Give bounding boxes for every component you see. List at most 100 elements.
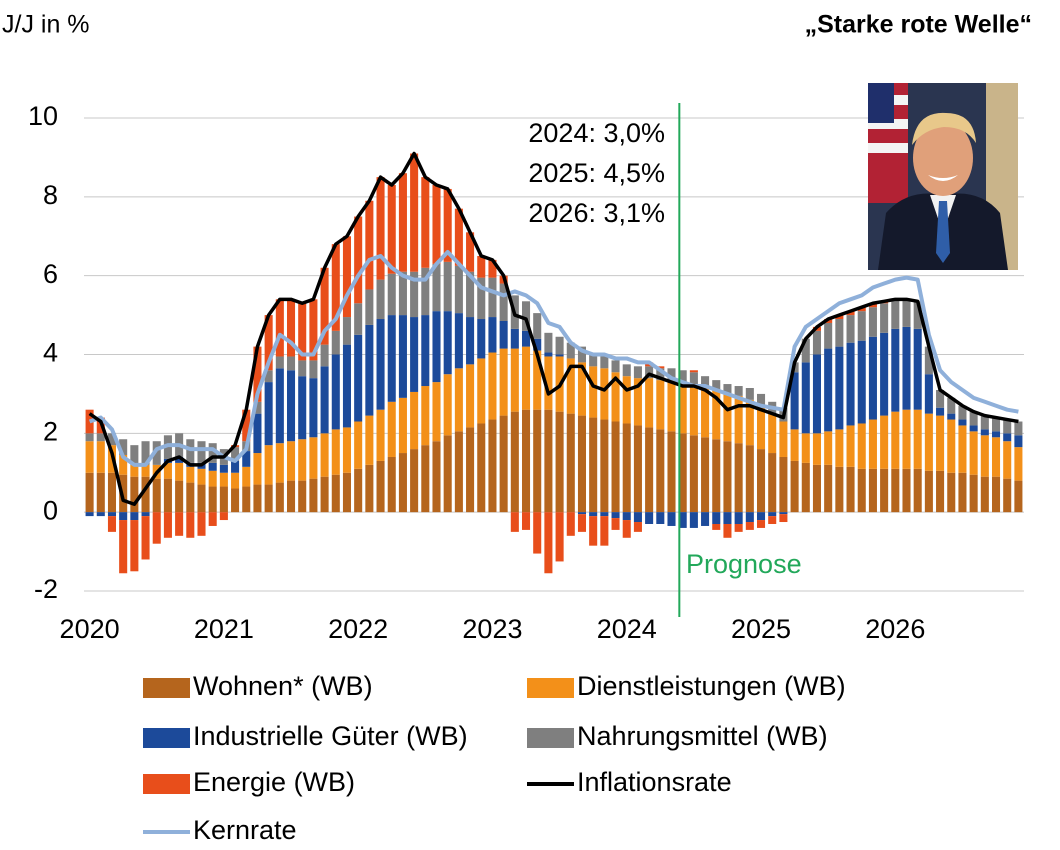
- bar-segment: [970, 425, 978, 431]
- bar-segment: [723, 441, 731, 512]
- bar-segment: [86, 512, 94, 516]
- bar-segment: [220, 465, 228, 473]
- bar-segment: [958, 473, 966, 512]
- bar-segment: [466, 317, 474, 364]
- bar-segment: [1014, 481, 1022, 513]
- bar-segment: [824, 323, 832, 349]
- bar-segment: [914, 410, 922, 469]
- bar-segment: [343, 345, 351, 428]
- bar-segment: [410, 392, 418, 449]
- bar-segment: [276, 443, 284, 482]
- bar-segment: [612, 518, 620, 530]
- bar-segment: [209, 471, 217, 487]
- bar-segment: [421, 315, 429, 386]
- bar-segment: [354, 303, 362, 335]
- bar-segment: [209, 512, 217, 526]
- bar-segment: [847, 425, 855, 466]
- bar-segment: [186, 467, 194, 483]
- bar-segment: [365, 201, 373, 290]
- bar-segment: [779, 457, 787, 512]
- bar-segment: [432, 185, 440, 264]
- bar-segment: [220, 487, 228, 513]
- legend: Wohnen* (WB)Dienstleistungen (WB)Industr…: [143, 671, 846, 845]
- bar-segment: [432, 382, 440, 441]
- bar-segment: [981, 435, 989, 476]
- bar-segment: [578, 512, 586, 514]
- bar-segment: [511, 412, 519, 513]
- bar-segment: [723, 512, 731, 524]
- bar-segment: [444, 435, 452, 512]
- bar-segment: [186, 483, 194, 513]
- bar-segment: [477, 319, 485, 358]
- bar-segment: [276, 483, 284, 513]
- bar-segment: [992, 437, 1000, 476]
- annotation: 2024: 3,0%2025: 4,5%2026: 3,1%: [528, 118, 665, 228]
- bar-segment: [231, 473, 239, 489]
- bar-segment: [835, 429, 843, 466]
- bar-segment: [399, 453, 407, 512]
- bar-segment: [768, 512, 776, 516]
- bar-segment: [388, 185, 396, 274]
- bar-segment: [544, 512, 552, 573]
- bar-segment: [488, 420, 496, 513]
- bar-segment: [231, 489, 239, 513]
- bar-segment: [276, 356, 284, 368]
- bar-segment: [858, 423, 866, 468]
- bar-segment: [265, 445, 273, 484]
- bar-segment: [656, 429, 664, 512]
- annotation-text: 2025: 4,5%: [528, 158, 665, 188]
- bar-segment: [723, 524, 731, 538]
- bar-segment: [388, 402, 396, 457]
- bar-segment: [701, 512, 709, 526]
- bar-segment: [321, 433, 329, 476]
- bar-segment: [712, 512, 720, 524]
- bar-segment: [589, 512, 597, 516]
- bar-segment: [175, 463, 183, 481]
- bar-segment: [421, 177, 429, 268]
- bar-segment: [768, 453, 776, 512]
- bar-segment: [544, 353, 552, 357]
- bar-segment: [97, 473, 105, 512]
- bar-segment: [86, 441, 94, 473]
- bar-segment: [802, 433, 810, 463]
- bar-segment: [847, 315, 855, 343]
- bar-segment: [835, 347, 843, 430]
- bar-segment: [757, 512, 765, 520]
- bar-segment: [556, 337, 564, 355]
- bar-segment: [902, 327, 910, 410]
- bar-segment: [410, 317, 418, 392]
- bar-segment: [175, 481, 183, 513]
- bar-segment: [612, 360, 620, 372]
- bar-segment: [667, 512, 675, 526]
- bar-segment: [421, 445, 429, 512]
- bar-segment: [488, 353, 496, 420]
- bar-segment: [444, 311, 452, 374]
- bar-segment: [321, 366, 329, 433]
- bar-segment: [947, 473, 955, 512]
- bar-segment: [858, 469, 866, 512]
- y-tick-label: 4: [43, 338, 58, 368]
- bar-segment: [108, 516, 116, 532]
- bar-segment: [712, 439, 720, 512]
- bar-segment: [108, 512, 116, 516]
- bar-segment: [858, 311, 866, 341]
- bar-segment: [522, 347, 530, 410]
- bar-segment: [220, 473, 228, 487]
- x-tick-label: 2026: [865, 614, 925, 644]
- bar-segment: [287, 370, 295, 441]
- bar-segment: [914, 329, 922, 410]
- bar-segment: [656, 380, 664, 429]
- bar-segment: [130, 477, 138, 512]
- bar-segment: [623, 376, 631, 423]
- bar-segment: [690, 512, 698, 528]
- bar-segment: [533, 410, 541, 512]
- bar-segment: [298, 376, 306, 439]
- bar-segment: [175, 512, 183, 536]
- bar-segment: [287, 441, 295, 480]
- bar-segment: [746, 445, 754, 512]
- legend-label: Energie (WB): [193, 767, 355, 797]
- bar-segment: [444, 262, 452, 311]
- bar-segment: [388, 315, 396, 402]
- legend-label: Industrielle Güter (WB): [193, 721, 468, 751]
- bar-segment: [1014, 435, 1022, 447]
